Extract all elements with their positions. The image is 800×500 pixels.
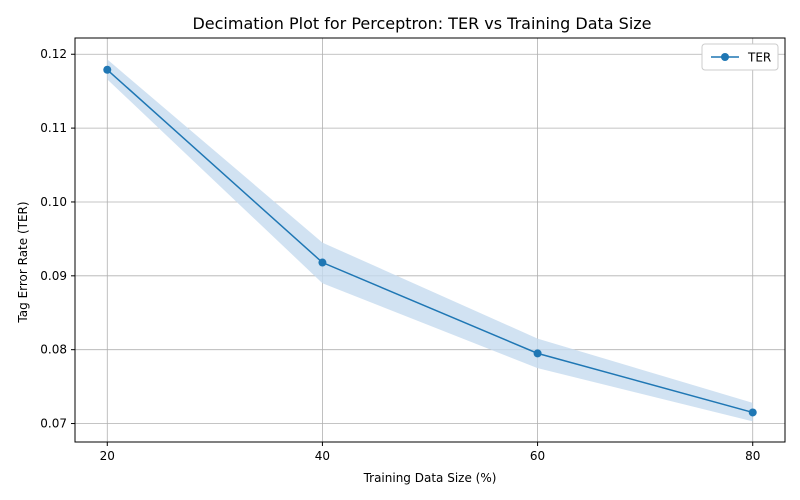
legend-marker: [721, 53, 729, 61]
x-tick-label: 40: [315, 449, 330, 463]
confidence-band-layer: [107, 59, 753, 422]
legend: TER: [701, 43, 779, 71]
x-axis-label: Training Data Size (%): [363, 471, 497, 485]
series-line-ter: [106, 69, 753, 414]
y-tick-label: 0.10: [40, 195, 67, 209]
confidence-band: [107, 59, 753, 422]
series-line-layer: [103, 65, 757, 417]
plot-frame: [74, 37, 786, 443]
y-tick-label: 0.07: [40, 417, 67, 431]
x-tick-label: 60: [530, 449, 545, 463]
y-tick-label: 0.09: [40, 269, 67, 283]
x-tick-label: 80: [745, 449, 760, 463]
data-point: [318, 258, 327, 267]
y-axis-label: Tag Error Rate (TER): [16, 201, 30, 323]
y-tick-label: 0.12: [40, 47, 67, 61]
data-point: [748, 408, 757, 417]
chart-title: Decimation Plot for Perceptron: TER vs T…: [192, 14, 651, 33]
data-point: [533, 349, 542, 358]
data-point: [103, 65, 112, 74]
y-tick-label: 0.08: [40, 343, 67, 357]
ticks: 20 40 60 80 0.07 0.08 0.09 0.10 0.11 0.12: [40, 47, 760, 463]
y-tick-label: 0.11: [40, 121, 67, 135]
legend-label: TER: [747, 51, 771, 65]
grid: [75, 38, 785, 442]
legend-box: [701, 43, 779, 71]
x-tick-label: 20: [100, 449, 115, 463]
